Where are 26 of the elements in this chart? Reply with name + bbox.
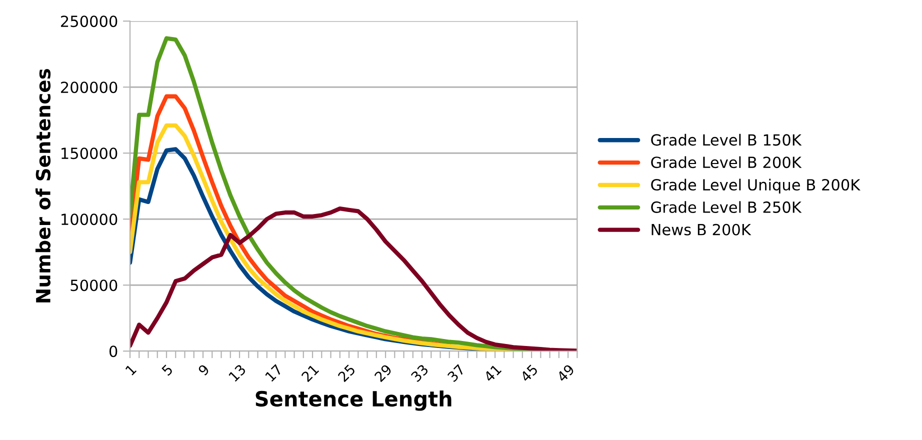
legend-label: Grade Level B 250K xyxy=(651,201,802,213)
x-tick-label: 9 xyxy=(198,364,210,376)
x-tick-label: 1 xyxy=(125,364,137,376)
x-tick-label: 37 xyxy=(446,364,466,382)
x-tick-label: 45 xyxy=(520,364,538,383)
x-tick-label: 29 xyxy=(374,364,392,382)
x-tick-label: 21 xyxy=(300,364,320,382)
y-tick-label: 150000 xyxy=(62,148,118,160)
x-tick-label: 41 xyxy=(483,364,502,382)
y-tick-label: 0 xyxy=(109,346,118,358)
x-tick-label: 5 xyxy=(161,364,174,376)
y-tick-label: 100000 xyxy=(62,214,118,226)
x-axis-title: Sentence Length xyxy=(256,390,452,411)
x-tick-label: 13 xyxy=(228,364,246,382)
x-tick-label: 49 xyxy=(556,364,575,383)
x-tick-label: 17 xyxy=(264,364,283,382)
legend-label: Grade Level B 200K xyxy=(651,156,802,168)
y-axis-title: Number of Sentences xyxy=(36,69,51,302)
legend-label: News B 200K xyxy=(652,224,752,236)
y-tick-label: 200000 xyxy=(60,82,118,94)
x-tick-label: 25 xyxy=(337,364,356,382)
legend-label: Grade Level Unique B 200K xyxy=(651,178,860,194)
legend-label: Grade Level B 150K xyxy=(651,134,802,146)
y-tick-label: 50000 xyxy=(70,280,118,292)
x-tick-label: 33 xyxy=(410,364,429,382)
y-tick-label: 250000 xyxy=(60,16,118,28)
